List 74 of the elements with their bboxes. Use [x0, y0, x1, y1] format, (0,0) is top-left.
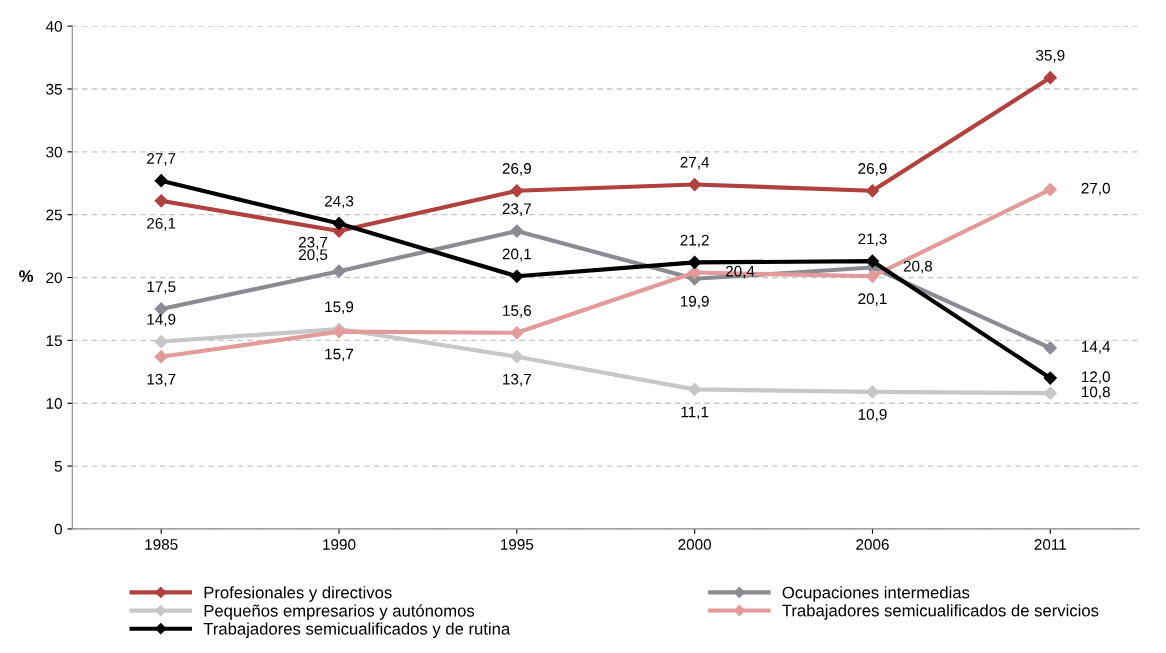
point: [510, 269, 524, 283]
legend-label: Ocupaciones intermedias: [782, 586, 970, 602]
y-tick-label: 25: [46, 209, 62, 221]
data-label: 19,9: [680, 295, 709, 309]
point: [1043, 182, 1057, 197]
legend-label: Trabajadores semicualificados y de rutina: [203, 622, 511, 638]
point: [154, 194, 168, 208]
y-tick-label: 10: [46, 398, 62, 409]
data-label: 11,1: [681, 406, 709, 420]
data-label: 15,7: [325, 348, 354, 362]
x-tick-label: 1985: [145, 539, 178, 550]
data-label: 10,9: [858, 408, 887, 422]
data-label: 17,5: [147, 281, 176, 294]
y-tick-label: 15: [46, 335, 62, 347]
y-tick-label: 20: [46, 272, 62, 284]
point: [865, 269, 880, 283]
data-label: 20,1: [502, 248, 531, 262]
data-label: 13,7: [147, 373, 176, 387]
data-label: 27,4: [680, 156, 710, 170]
x-tick-label: 2000: [678, 539, 712, 550]
data-label: 27,0: [1081, 182, 1110, 196]
point: [688, 177, 702, 192]
y-tick-label: 40: [45, 20, 62, 32]
point: [510, 184, 524, 198]
point: [1043, 371, 1057, 385]
data-label: 10,8: [1081, 386, 1110, 400]
x-tick-label: 1995: [501, 539, 534, 550]
y-axis-title: %: [19, 270, 34, 282]
legend-label: Trabajadores semicualificados de servicios: [782, 604, 1099, 620]
y-tick-label: 5: [54, 461, 62, 472]
data-label: 21,3: [858, 233, 887, 247]
data-label: 35,9: [1035, 49, 1065, 63]
legend-label: Profesionales y directivos: [204, 586, 392, 602]
point: [865, 254, 880, 268]
data-label: 26,1: [147, 217, 176, 231]
point: [1043, 341, 1057, 355]
point: [510, 350, 524, 364]
point: [510, 224, 524, 238]
point: [688, 382, 702, 396]
data-label: 21,2: [680, 234, 709, 248]
data-label: 13,7: [503, 373, 531, 387]
point: [510, 326, 524, 340]
data-label: 15,9: [325, 301, 354, 314]
data-label: 27,7: [147, 153, 176, 166]
data-label: 15,6: [503, 305, 532, 318]
x-tick-label: 2011: [1034, 539, 1066, 550]
point: [688, 255, 702, 270]
data-label: 26,9: [502, 163, 531, 176]
data-label: 26,9: [858, 163, 887, 176]
x-tick-label: 1990: [323, 539, 356, 550]
data-label: 14,4: [1081, 341, 1111, 354]
data-label: 20,1: [858, 293, 887, 306]
data-label: 20,5: [298, 249, 328, 262]
point: [865, 184, 880, 198]
point: [688, 265, 702, 280]
point: [154, 174, 168, 188]
data-label: 20,8: [903, 260, 933, 274]
data-label: 12,0: [1081, 371, 1110, 384]
y-tick-label: 0: [54, 523, 62, 535]
point: [1043, 71, 1057, 85]
y-tick-label: 30: [46, 146, 62, 158]
data-label: 23,7: [298, 236, 328, 250]
point: [154, 335, 168, 349]
point: [332, 216, 346, 231]
data-label: 20,4: [725, 265, 755, 279]
x-tick-label: 2006: [856, 539, 889, 550]
data-label: 24,3: [324, 195, 354, 209]
point: [332, 264, 346, 278]
data-label: 23,7: [502, 203, 531, 216]
point: [154, 350, 168, 364]
data-label: 14,9: [147, 313, 176, 327]
legend-label: Pequeños empresarios y autónomos: [204, 604, 475, 620]
y-tick-label: 35: [46, 83, 62, 95]
point: [1043, 386, 1057, 400]
